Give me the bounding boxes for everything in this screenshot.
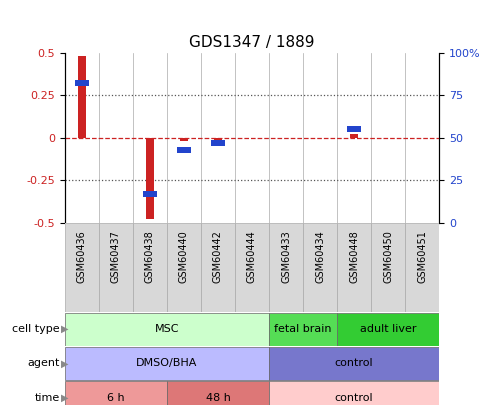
Bar (405, 223, 439, 312)
Bar (65, 347, 269, 380)
Bar (337, 313, 439, 345)
Text: GSM60448: GSM60448 (349, 230, 359, 283)
Bar (78, 56, 86, 138)
Bar (211, 140, 225, 146)
Bar (180, 138, 188, 141)
Bar (167, 223, 201, 312)
Text: control: control (335, 393, 373, 403)
Bar (371, 223, 405, 312)
Bar (350, 134, 358, 138)
Text: ▶: ▶ (61, 358, 69, 369)
Bar (146, 138, 154, 220)
Text: DMSO/BHA: DMSO/BHA (136, 358, 198, 369)
Text: GSM60437: GSM60437 (111, 230, 121, 283)
Bar (99, 223, 133, 312)
Bar (269, 382, 439, 405)
Text: agent: agent (27, 358, 60, 369)
Text: 48 h: 48 h (206, 393, 231, 403)
Text: cell type: cell type (12, 324, 60, 334)
Text: ▶: ▶ (61, 393, 69, 403)
Text: GSM60440: GSM60440 (179, 230, 189, 283)
Bar (269, 223, 303, 312)
Bar (143, 191, 157, 197)
Bar (214, 138, 222, 143)
Text: GSM60444: GSM60444 (247, 230, 257, 283)
Text: GSM60451: GSM60451 (417, 230, 427, 283)
Title: GDS1347 / 1889: GDS1347 / 1889 (189, 35, 315, 50)
Bar (201, 223, 235, 312)
Text: ▶: ▶ (61, 324, 69, 334)
Text: GSM60450: GSM60450 (383, 230, 393, 283)
Bar (167, 382, 269, 405)
Text: MSC: MSC (155, 324, 179, 334)
Bar (269, 313, 337, 345)
Text: GSM60434: GSM60434 (315, 230, 325, 283)
Bar (177, 147, 191, 153)
Bar (65, 382, 167, 405)
Text: 6 h: 6 h (107, 393, 125, 403)
Text: fetal brain: fetal brain (274, 324, 332, 334)
Bar (337, 223, 371, 312)
Bar (303, 223, 337, 312)
Bar (269, 347, 439, 380)
Text: GSM60433: GSM60433 (281, 230, 291, 283)
Text: control: control (335, 358, 373, 369)
Bar (133, 223, 167, 312)
Text: GSM60442: GSM60442 (213, 230, 223, 283)
Text: GSM60436: GSM60436 (77, 230, 87, 283)
Bar (75, 80, 89, 86)
Bar (235, 223, 269, 312)
Bar (65, 223, 99, 312)
Text: GSM60438: GSM60438 (145, 230, 155, 283)
Text: adult liver: adult liver (360, 324, 416, 334)
Bar (347, 126, 361, 132)
Text: time: time (34, 393, 60, 403)
Bar (65, 313, 269, 345)
